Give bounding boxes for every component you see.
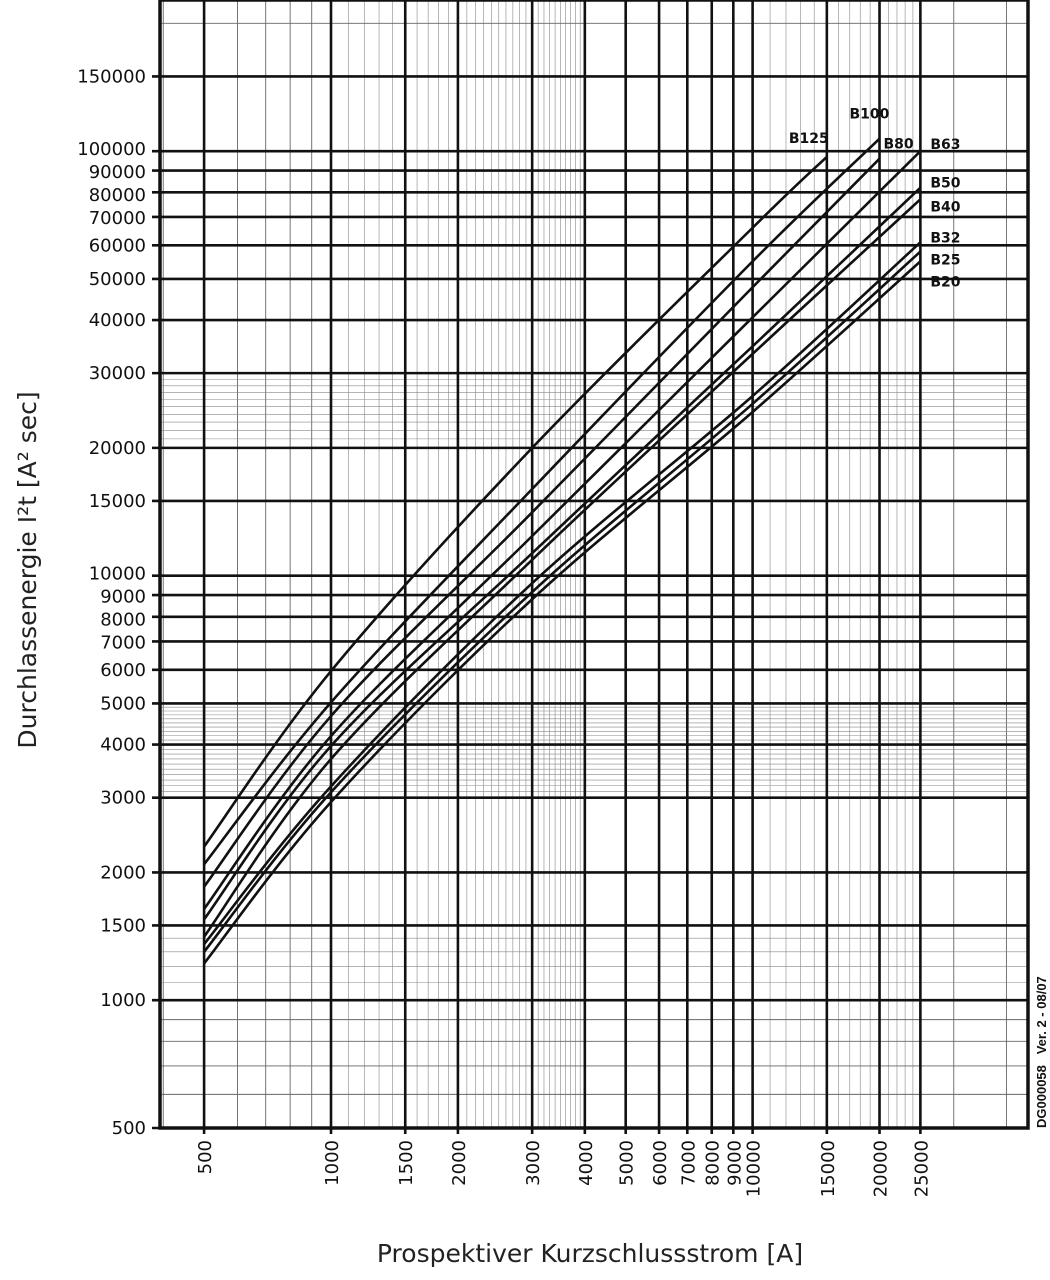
- series-label-b80: B80: [884, 137, 914, 153]
- x-tick-label: 3000: [523, 1140, 544, 1186]
- y-tick-label: 70000: [89, 208, 146, 229]
- x-tick-label: 20000: [871, 1140, 892, 1197]
- y-tick-label: 40000: [89, 310, 146, 331]
- version-annotation: DG000058 Ver. 2 - 08/07: [1034, 976, 1049, 1128]
- y-tick-label: 90000: [89, 162, 146, 183]
- curve-b50: [203, 186, 922, 921]
- x-tick-label: 7000: [678, 1140, 699, 1186]
- y-tick-label: 1000: [100, 990, 146, 1011]
- y-tick-label: 4000: [100, 735, 146, 756]
- x-axis-title: Prospektiver Kurzschlussstrom [A]: [377, 1239, 803, 1268]
- y-tick-label: 10000: [89, 564, 146, 585]
- curve-b125: [203, 155, 828, 848]
- x-tick-label: 5000: [617, 1140, 638, 1186]
- series-labels: B125 B100 B80 B63 B50 B40 B32 B25 B20: [789, 107, 961, 291]
- x-tick-label: 500: [195, 1140, 216, 1174]
- y-tick-label: 150000: [77, 66, 146, 87]
- x-tick-label: 2000: [449, 1140, 470, 1186]
- x-tick-label: 15000: [818, 1140, 839, 1197]
- y-tick-label: 100000: [77, 139, 146, 160]
- plot-border: [158, 0, 1030, 1130]
- y-tick-label: 500: [112, 1118, 146, 1139]
- y-tick-label: 7000: [100, 633, 146, 654]
- series-label-b40: B40: [930, 199, 960, 215]
- curve-b20: [203, 260, 922, 965]
- series-label-b50: B50: [930, 176, 960, 192]
- x-tick-label: 4000: [576, 1140, 597, 1186]
- curves: [203, 137, 922, 965]
- curve-b80: [203, 157, 881, 888]
- x-tick-label: 1000: [322, 1140, 343, 1186]
- y-tick-label: 60000: [89, 235, 146, 256]
- y-tick-label: 15000: [89, 491, 146, 512]
- curve-b25: [203, 250, 922, 953]
- series-label-b125: B125: [789, 131, 829, 147]
- y-tick-label: 6000: [100, 660, 146, 681]
- y-tick-label: 1500: [100, 915, 146, 936]
- x-tick-label: 6000: [650, 1140, 671, 1186]
- curve-b32: [203, 241, 922, 946]
- y-tick-label: 5000: [100, 693, 146, 714]
- y-tick-label: 20000: [89, 438, 146, 459]
- series-label-b25: B25: [930, 252, 960, 268]
- x-tick-label: 1500: [396, 1140, 417, 1186]
- y-tick-label: 3000: [100, 788, 146, 809]
- x-tick-label: 25000: [911, 1140, 932, 1197]
- y-tick-label: 80000: [89, 185, 146, 206]
- y-tick-labels: 5001000150020003000400050006000700080009…: [77, 66, 146, 1139]
- curve-b40: [203, 198, 922, 938]
- series-label-b20: B20: [930, 274, 960, 290]
- x-tick-label: 10000: [744, 1140, 765, 1197]
- x-tick-label: 8000: [703, 1140, 724, 1186]
- series-label-b32: B32: [930, 230, 960, 246]
- series-label-b100: B100: [850, 107, 890, 123]
- curve-b63: [203, 150, 922, 910]
- y-axis-title: Durchlassenergie I²t [A² sec]: [13, 391, 42, 748]
- y-tick-label: 50000: [89, 269, 146, 290]
- y-tick-label: 9000: [100, 587, 146, 608]
- grid: [152, 0, 1030, 1134]
- series-label-b63: B63: [930, 137, 960, 153]
- y-tick-label: 8000: [100, 610, 146, 631]
- x-tick-labels: 500 1000 1500 2000 3000 4000 5000 6000 7000 8000 9…: [195, 1140, 932, 1197]
- y-tick-label: 2000: [100, 862, 146, 883]
- y-tick-label: 30000: [89, 363, 146, 384]
- x-tick-label: 9000: [724, 1140, 745, 1186]
- curve-b100: [203, 137, 881, 866]
